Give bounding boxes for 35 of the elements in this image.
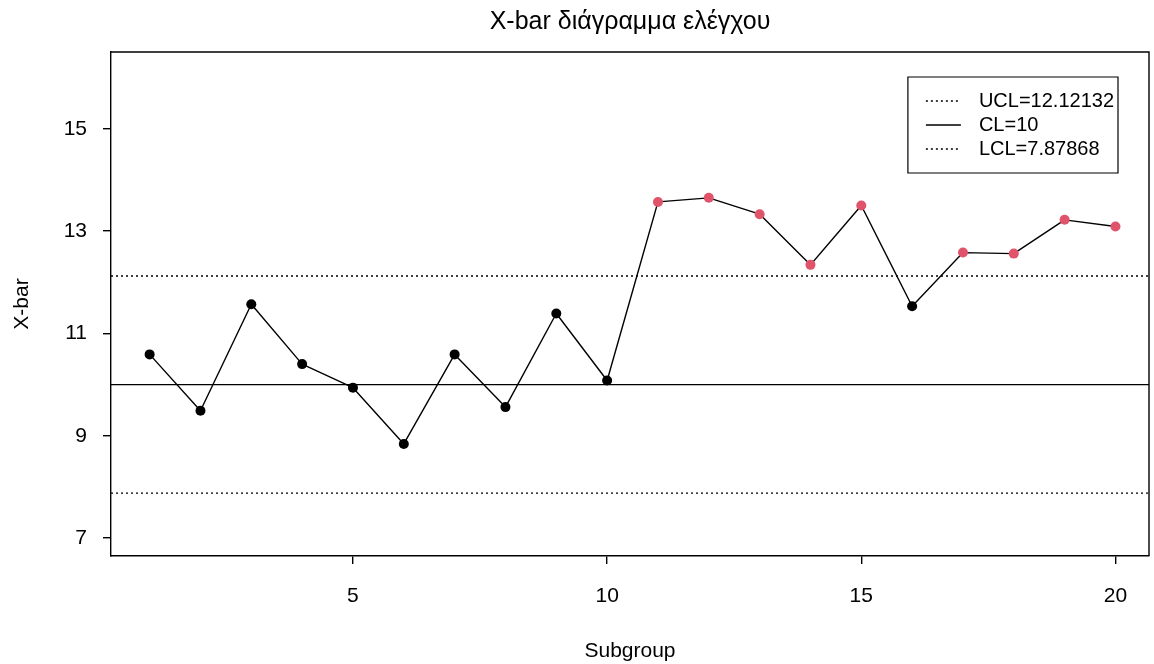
x-tick-label: 15 <box>849 583 873 607</box>
y-tick-label: 11 <box>65 320 87 344</box>
point <box>1110 221 1121 232</box>
y-tick-label: 9 <box>75 422 87 446</box>
point <box>602 375 613 386</box>
point <box>703 192 714 203</box>
legend-label: CL=10 <box>978 112 1039 135</box>
y-tick-label: 7 <box>75 524 87 548</box>
point <box>246 299 257 310</box>
point <box>957 247 968 258</box>
point <box>551 308 562 319</box>
legend-label: LCL=7.87868 <box>978 136 1100 159</box>
y-tick-label: 15 <box>63 115 87 139</box>
x-tick-label: 5 <box>347 583 359 607</box>
point <box>347 382 358 393</box>
point <box>144 349 155 360</box>
point <box>805 259 816 270</box>
y-axis-title: X-bar <box>8 278 32 330</box>
point <box>754 209 765 220</box>
x-tick-label: 20 <box>1103 583 1128 607</box>
point <box>652 196 663 207</box>
chart-title: X-bar διάγραμμα ελέγχου <box>489 5 771 34</box>
point <box>195 405 206 416</box>
legend-label: UCL=12.12132 <box>978 88 1114 111</box>
point <box>1059 214 1070 225</box>
x-tick-label: 10 <box>595 583 619 607</box>
x-axis-title: Subgroup <box>584 637 676 661</box>
point <box>398 438 409 449</box>
point <box>907 301 918 312</box>
y-tick-label: 13 <box>63 217 87 241</box>
point <box>449 349 460 360</box>
point <box>1008 248 1019 259</box>
point <box>856 200 867 211</box>
point <box>500 402 511 413</box>
point <box>297 359 308 370</box>
